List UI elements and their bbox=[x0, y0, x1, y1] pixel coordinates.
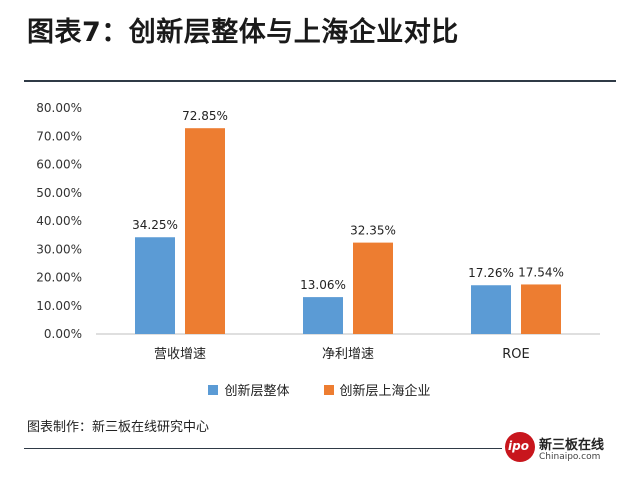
legend-label-series-2: 创新层上海企业 bbox=[339, 384, 431, 399]
data-label: 72.85% bbox=[182, 109, 228, 123]
legend-label-series-1: 创新层整体 bbox=[224, 384, 290, 399]
legend-swatch-series-1 bbox=[208, 384, 219, 395]
y-tick-label: 10.00% bbox=[36, 299, 82, 313]
data-label: 34.25% bbox=[132, 218, 178, 232]
logo-mark-icon bbox=[505, 432, 535, 462]
bar-2-1 bbox=[185, 128, 225, 334]
x-tick-label: 净利增速 bbox=[322, 347, 374, 362]
source-note: 图表制作：新三板在线研究中心 bbox=[27, 420, 210, 435]
chart-title: 图表7：创新层整体与上海企业对比 bbox=[27, 17, 459, 48]
chinaipo-logo: ipo 新三板在线 Chinaipo.com bbox=[503, 430, 613, 470]
y-tick-label: 30.00% bbox=[36, 242, 82, 256]
y-tick-label: 70.00% bbox=[36, 129, 82, 143]
data-label: 17.54% bbox=[518, 265, 564, 279]
legend-swatch-series-2 bbox=[323, 384, 334, 395]
data-label: 17.26% bbox=[468, 266, 514, 280]
bar-1-3 bbox=[471, 285, 511, 334]
x-tick-label: 营收增速 bbox=[154, 347, 206, 362]
y-tick-label: 80.00% bbox=[36, 101, 82, 115]
legend-item-series-1: 创新层整体 bbox=[208, 380, 290, 399]
bar-1-2 bbox=[303, 297, 343, 334]
logo-url-text: Chinaipo.com bbox=[539, 452, 601, 462]
bar-1-1 bbox=[135, 237, 175, 334]
bar-2-3 bbox=[521, 284, 561, 334]
y-tick-label: 50.00% bbox=[36, 186, 82, 200]
data-label: 13.06% bbox=[300, 278, 346, 292]
logo-brand-text: 新三板在线 bbox=[539, 438, 605, 453]
bar-2-2 bbox=[353, 242, 393, 334]
logo-ipo-text: ipo bbox=[508, 439, 529, 453]
y-tick-label: 20.00% bbox=[36, 271, 82, 285]
chart-legend: 创新层整体 创新层上海企业 bbox=[0, 380, 639, 399]
title-divider bbox=[24, 80, 616, 82]
y-tick-label: 60.00% bbox=[36, 158, 82, 172]
y-tick-label: 40.00% bbox=[36, 214, 82, 228]
x-tick-label: ROE bbox=[502, 347, 529, 362]
y-tick-label: 0.00% bbox=[44, 327, 82, 341]
footer-divider bbox=[24, 448, 502, 449]
data-label: 32.35% bbox=[350, 224, 396, 238]
legend-item-series-2: 创新层上海企业 bbox=[323, 380, 431, 399]
